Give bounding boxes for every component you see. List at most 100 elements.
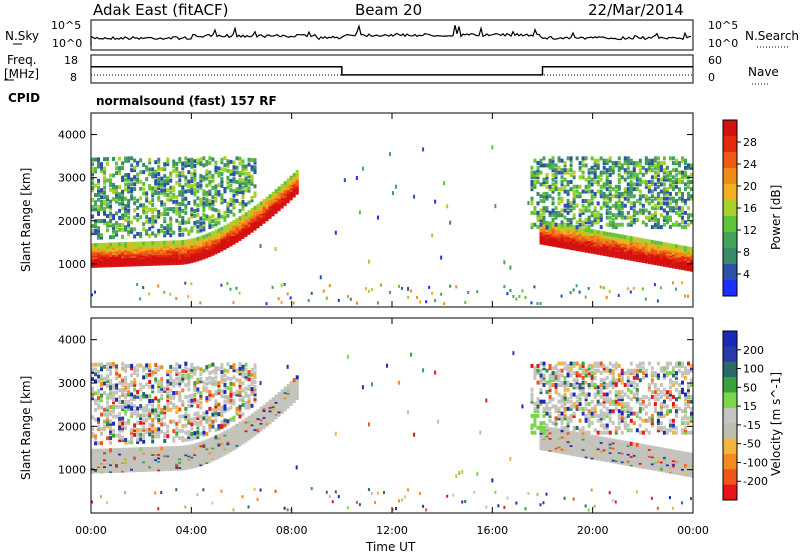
vel-cell — [160, 408, 164, 413]
power-cell — [584, 208, 588, 213]
vel-cell — [196, 432, 200, 437]
power-cell — [644, 170, 648, 175]
power-cell — [97, 178, 101, 183]
power-cell — [614, 225, 618, 230]
power-cell — [581, 220, 585, 225]
power-cell — [674, 199, 678, 204]
vel-cell — [196, 493, 199, 497]
power-cell — [124, 182, 128, 187]
vel-cell — [160, 417, 164, 422]
power-cell — [226, 204, 230, 209]
vel-cell — [232, 368, 236, 373]
power-cell — [121, 215, 125, 220]
power-cell — [238, 187, 242, 192]
vel-cell — [274, 394, 278, 399]
vel-cell — [148, 365, 152, 370]
vel-cell — [97, 426, 101, 431]
power-cell — [205, 200, 209, 205]
power-cell — [247, 186, 251, 191]
power-cell — [545, 206, 549, 211]
vel-cell — [91, 500, 93, 504]
power-cell — [680, 180, 684, 185]
power-cell — [443, 302, 446, 306]
power-cell — [127, 215, 131, 220]
vel-cell — [512, 351, 515, 356]
power-cell — [178, 240, 182, 245]
power-cell — [587, 201, 591, 206]
power-cell — [530, 170, 534, 175]
power-cell — [193, 182, 197, 187]
power-cell — [677, 161, 681, 166]
power-cell — [539, 301, 542, 305]
power-cell — [593, 172, 597, 177]
power-cell — [644, 184, 648, 189]
power-cell — [127, 225, 131, 230]
vel-cell — [166, 407, 170, 412]
vel-cell — [232, 365, 236, 370]
power-cell — [145, 193, 149, 198]
power-cell — [629, 161, 633, 166]
power-cell — [572, 196, 576, 201]
power-cell — [416, 295, 419, 299]
power-cell — [202, 201, 206, 206]
freq-right-tick-bottom: 0 — [708, 71, 715, 84]
vel-cell — [175, 405, 179, 410]
power-cell — [127, 222, 131, 227]
power-cell — [659, 196, 663, 201]
vel-cell — [172, 405, 176, 410]
power-cell — [292, 172, 296, 177]
vel-cell — [187, 437, 191, 442]
power-cell — [656, 241, 660, 246]
power-cell — [151, 231, 155, 236]
vel-cell — [223, 409, 227, 414]
power-cell — [109, 211, 113, 216]
power-cell — [623, 191, 627, 196]
vel-cell — [136, 368, 140, 373]
power-ytick-label: 2000 — [58, 215, 86, 228]
vel-cell — [244, 377, 248, 382]
power-cell — [677, 177, 681, 182]
power-cell — [536, 180, 540, 185]
power-cell — [163, 290, 166, 294]
power-cell — [115, 232, 119, 237]
power-cell — [220, 157, 224, 162]
vel-cell — [229, 393, 233, 398]
vel-cell — [112, 428, 116, 433]
power-cell — [638, 170, 642, 175]
vel-cell — [118, 421, 122, 426]
power-cell — [644, 238, 648, 243]
power-cell — [689, 196, 693, 201]
vel-cell — [265, 402, 269, 407]
power-cell — [166, 207, 170, 212]
power-cell — [686, 294, 689, 298]
vel-cell — [247, 370, 251, 375]
power-cell — [361, 166, 364, 171]
vel-cell — [157, 403, 161, 408]
power-cell — [319, 275, 322, 280]
power-cell — [647, 201, 651, 206]
power-cell — [617, 187, 621, 192]
vel-cell — [97, 424, 101, 429]
power-cell — [518, 294, 521, 298]
vel-cell — [247, 394, 251, 399]
power-cell — [226, 201, 230, 206]
power-cell — [127, 187, 131, 192]
vel-cell — [91, 370, 94, 374]
power-cell — [584, 187, 588, 192]
power-cell — [641, 165, 645, 170]
power-cell — [551, 161, 555, 166]
power-cell — [548, 184, 552, 189]
power-cell — [596, 163, 600, 168]
power-cell — [169, 197, 173, 202]
power-cell — [94, 202, 98, 207]
vel-cell — [91, 389, 94, 394]
vel-cell — [199, 441, 203, 446]
power-cell — [190, 207, 194, 212]
vel-cell — [190, 367, 194, 372]
power-cell — [608, 199, 612, 204]
power-cell — [689, 194, 693, 199]
x-axis-title: Time UT — [366, 540, 416, 554]
vel-cell — [118, 428, 122, 433]
vel-cell — [118, 400, 122, 405]
power-cell — [214, 229, 218, 234]
